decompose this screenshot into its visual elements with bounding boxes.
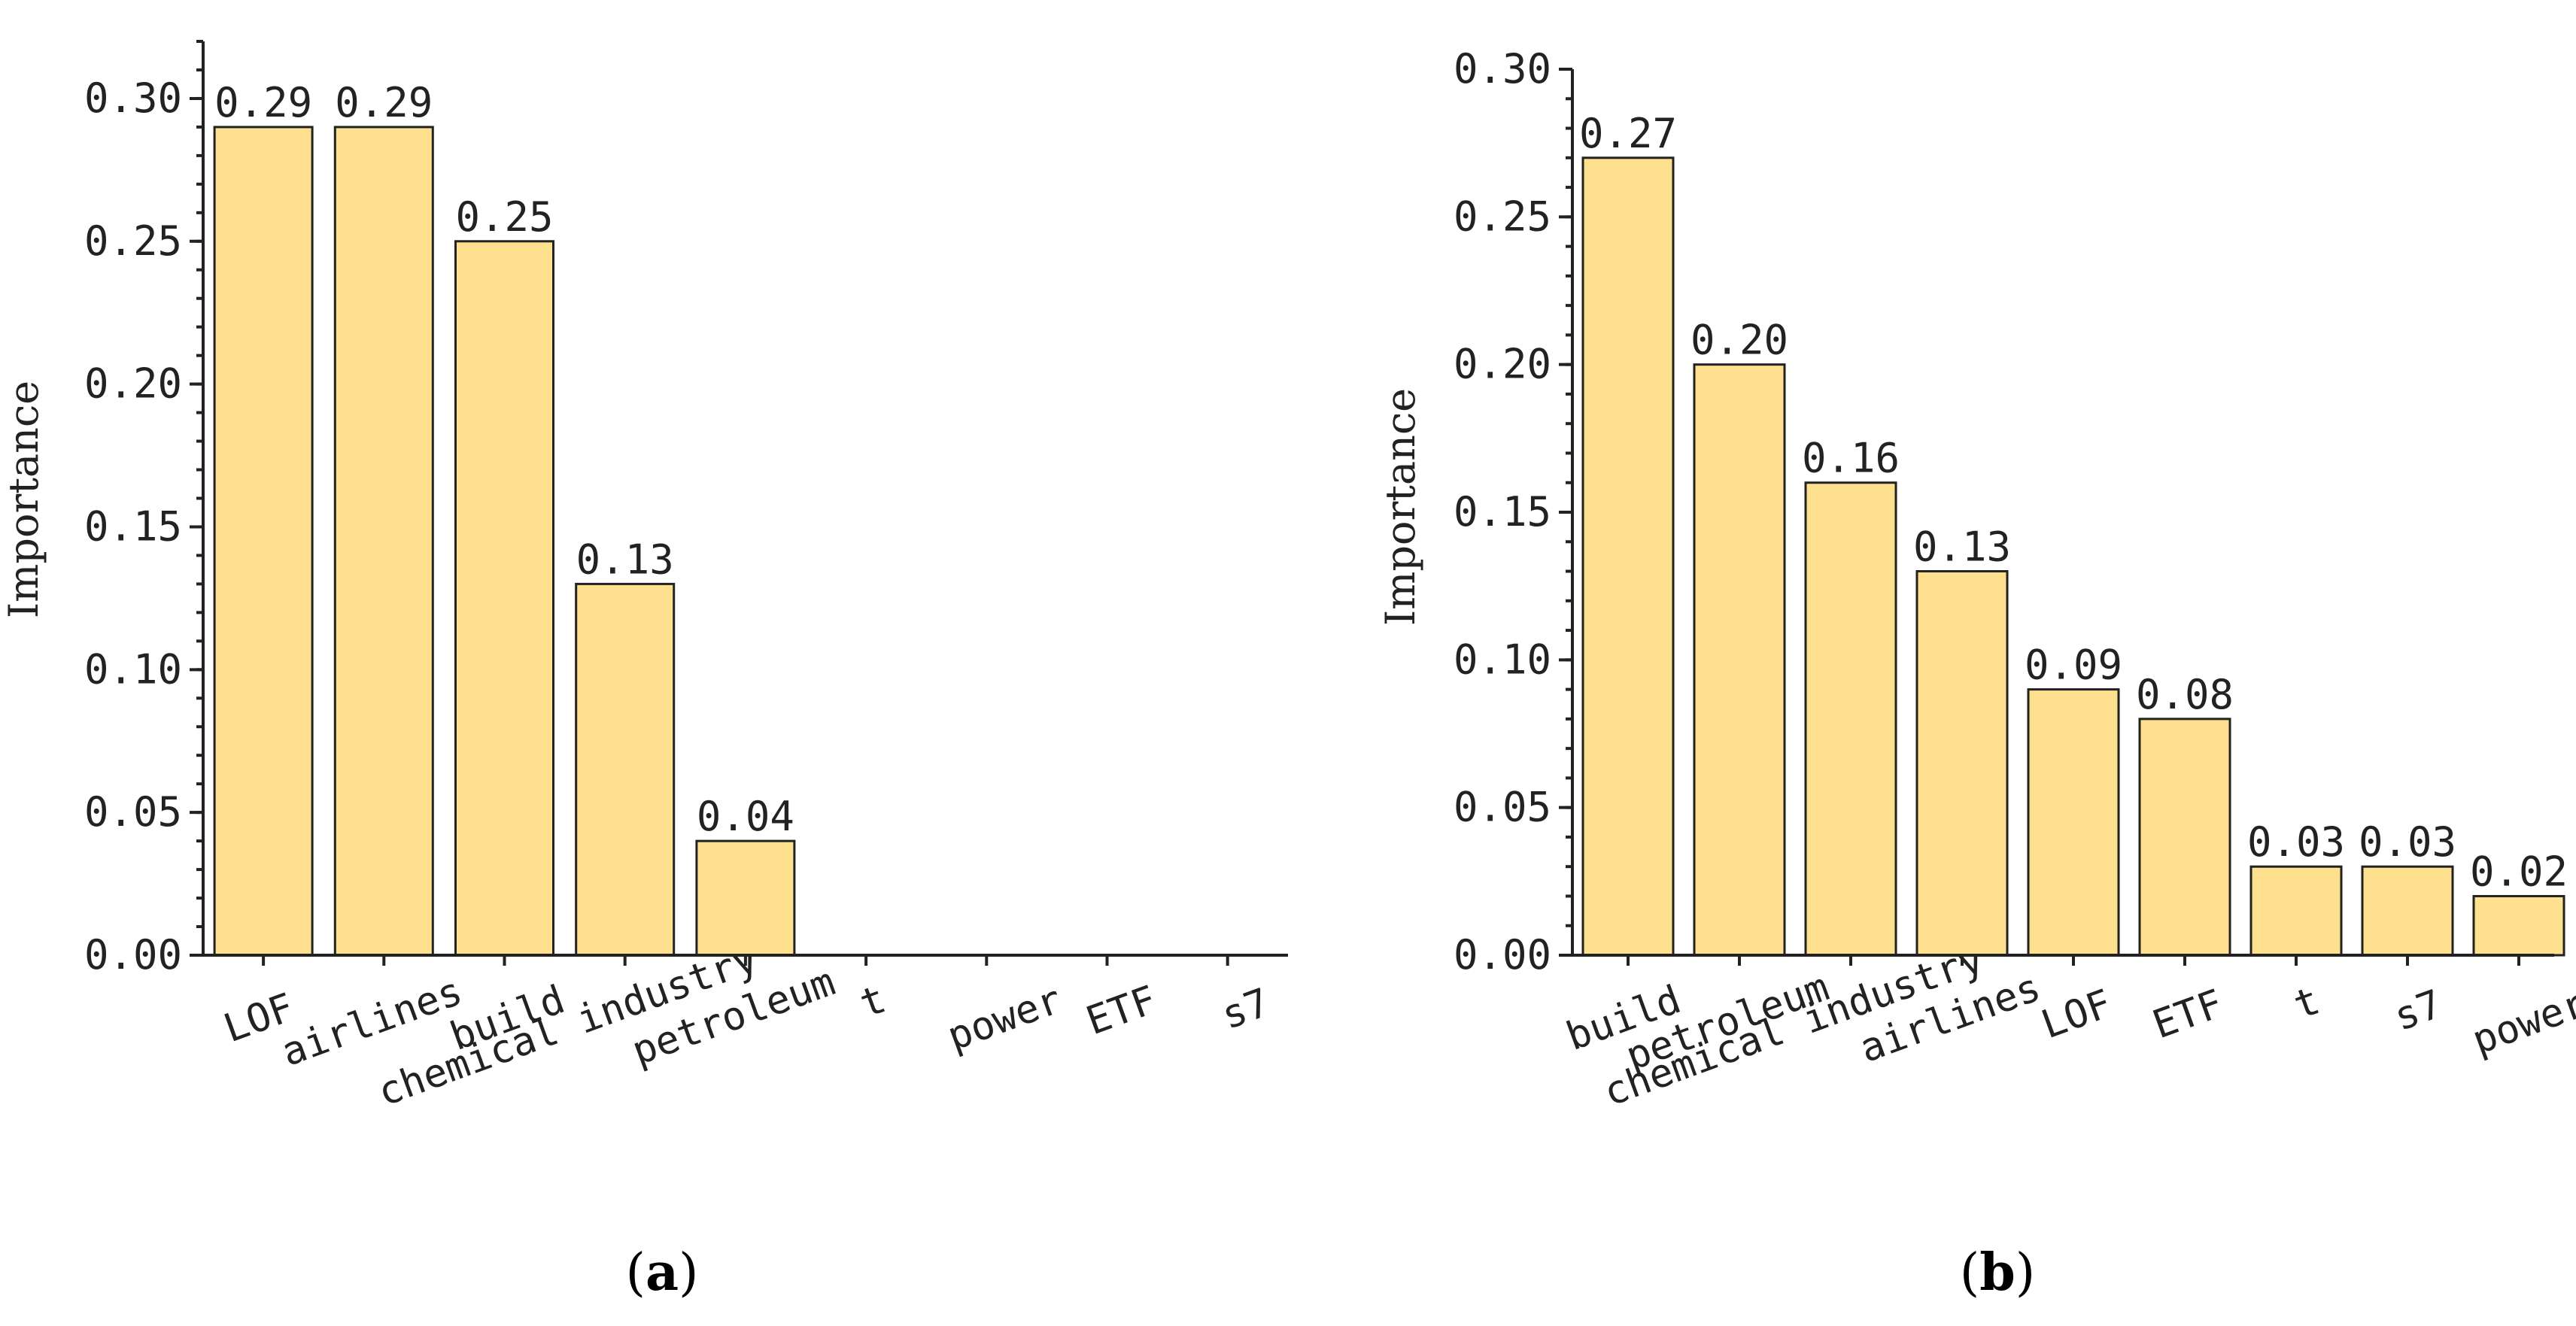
bar-build bbox=[454, 240, 554, 957]
category-label: t bbox=[2288, 978, 2325, 1028]
data-label: 0.27 bbox=[1579, 110, 1677, 157]
category-label: t bbox=[854, 976, 892, 1027]
panel-caption: (a) bbox=[625, 1243, 698, 1303]
y-tick-label: 0.00 bbox=[84, 931, 182, 979]
y-axis-title: Importance bbox=[1377, 388, 1424, 626]
data-label: 0.20 bbox=[1690, 317, 1788, 364]
bar-chemical-industry bbox=[575, 582, 676, 957]
y-tick-label: 0.25 bbox=[1454, 193, 1551, 240]
y-tick-label: 0.25 bbox=[84, 217, 182, 265]
bar-chemical-industry bbox=[1804, 481, 1897, 957]
y-tick-label: 0.10 bbox=[84, 645, 182, 693]
bar-lof bbox=[2027, 688, 2120, 957]
y-tick-label: 0.05 bbox=[84, 788, 182, 836]
bar-etf bbox=[2138, 718, 2231, 957]
bar-t bbox=[2249, 865, 2343, 957]
bar-petroleum bbox=[1693, 363, 1786, 957]
y-tick-label: 0.15 bbox=[1454, 488, 1551, 536]
y-tick-label: 0.20 bbox=[1454, 341, 1551, 388]
data-label: 0.09 bbox=[2025, 642, 2122, 689]
category-label: s7 bbox=[1216, 980, 1275, 1039]
category-label: ETF bbox=[1080, 978, 1162, 1045]
data-label: 0.29 bbox=[335, 79, 433, 126]
data-label: 0.25 bbox=[455, 193, 553, 241]
data-label: 0.13 bbox=[1913, 523, 2011, 571]
bar-lof bbox=[213, 126, 314, 957]
category-label: power bbox=[942, 977, 1068, 1060]
y-tick-label: 0.00 bbox=[1454, 931, 1551, 979]
data-label: 0.03 bbox=[2247, 818, 2345, 866]
data-label: 0.13 bbox=[576, 536, 674, 583]
category-label: ETF bbox=[2147, 982, 2229, 1048]
data-label: 0.08 bbox=[2136, 671, 2234, 718]
chart-panel-a: 0.29LOF0.29airlines0.25build0.13chemical… bbox=[0, 40, 1288, 1303]
data-label: 0.29 bbox=[214, 79, 312, 126]
data-label: 0.02 bbox=[2470, 848, 2568, 895]
category-label: LOF bbox=[2036, 982, 2118, 1048]
category-label: s7 bbox=[2389, 982, 2448, 1040]
y-tick-label: 0.05 bbox=[1454, 784, 1551, 831]
category-label: power bbox=[2466, 981, 2576, 1064]
bar-airlines bbox=[333, 126, 434, 957]
data-label: 0.04 bbox=[697, 793, 794, 840]
y-tick-label: 0.20 bbox=[84, 360, 182, 408]
bar-build bbox=[1581, 156, 1675, 957]
bar-airlines bbox=[1915, 570, 2009, 957]
data-label: 0.03 bbox=[2359, 818, 2456, 866]
y-tick-label: 0.30 bbox=[84, 74, 182, 122]
y-tick-label: 0.30 bbox=[1454, 45, 1551, 93]
y-tick-label: 0.15 bbox=[84, 502, 182, 550]
panel-caption: (b) bbox=[1960, 1243, 2036, 1303]
y-tick-label: 0.10 bbox=[1454, 636, 1551, 683]
bar-petroleum bbox=[695, 839, 796, 957]
bar-power bbox=[2472, 894, 2565, 957]
bar-s7 bbox=[2361, 865, 2454, 957]
y-axis-title: Importance bbox=[0, 381, 47, 618]
data-label: 0.16 bbox=[1802, 435, 1900, 482]
